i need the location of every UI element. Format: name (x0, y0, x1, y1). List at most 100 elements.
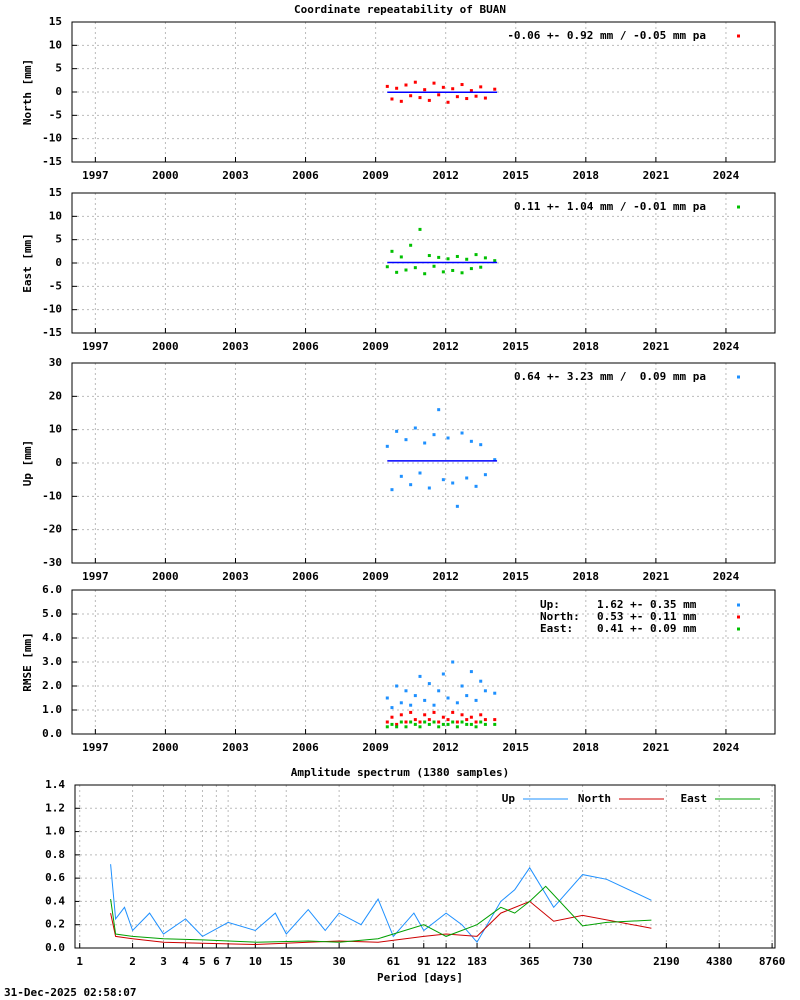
x-tick-label: 7 (225, 955, 232, 968)
x-tick-label: 2012 (432, 741, 459, 754)
legend-label: Up: (540, 598, 560, 611)
x-tick-label: 2006 (292, 340, 319, 353)
legend-label: East (681, 792, 708, 805)
y-axis-label: Up [mm] (21, 440, 34, 486)
data-point (446, 722, 450, 726)
data-point (451, 660, 455, 664)
data-point (437, 689, 441, 693)
x-tick-label: 2012 (432, 570, 459, 583)
data-point (423, 713, 427, 717)
y-tick-label: 1.0 (42, 703, 62, 716)
x-tick-label: 122 (436, 955, 456, 968)
legend-swatch (737, 615, 740, 619)
data-point (493, 259, 497, 263)
x-tick-label: 2003 (222, 340, 249, 353)
data-point (483, 718, 487, 722)
data-point (446, 718, 450, 722)
legend-stat: 0.41 +- 0.09 mm (597, 622, 697, 635)
data-point (479, 720, 483, 724)
chart-title: Amplitude spectrum (1380 samples) (291, 766, 510, 779)
y-tick-label: -10 (42, 132, 62, 145)
data-point (493, 691, 497, 695)
x-tick-label: 2006 (292, 570, 319, 583)
y-tick-label: 0.2 (45, 918, 65, 931)
chart-title: Coordinate repeatability of BUAN (294, 3, 506, 16)
data-point (385, 84, 389, 88)
x-tick-label: 30 (333, 955, 346, 968)
data-point (399, 474, 403, 478)
y-tick-label: 1.2 (45, 801, 65, 814)
data-point (399, 713, 403, 717)
data-point (418, 96, 422, 100)
legend-swatch (737, 603, 740, 607)
data-point (404, 438, 408, 442)
data-point (423, 441, 427, 445)
data-point (460, 713, 464, 717)
data-point (409, 483, 413, 487)
x-tick-label: 3 (160, 955, 167, 968)
y-tick-label: 1.4 (45, 778, 65, 791)
data-point (469, 722, 473, 726)
x-tick-label: 2006 (292, 741, 319, 754)
spectrum-line (110, 885, 652, 943)
data-point (395, 429, 399, 433)
data-point (460, 684, 464, 688)
x-tick-label: 2190 (653, 955, 680, 968)
x-tick-label: 1 (76, 955, 83, 968)
y-tick-label: 6.0 (42, 583, 62, 596)
x-tick-label: 365 (520, 955, 540, 968)
y-tick-label: 0.4 (45, 894, 65, 907)
data-point (479, 85, 483, 89)
data-point (441, 478, 445, 482)
x-tick-label: 2021 (643, 169, 670, 182)
y-tick-label: 5.0 (42, 607, 62, 620)
data-point (423, 720, 427, 724)
plot-frame (71, 589, 776, 735)
x-tick-label: 1997 (82, 741, 109, 754)
x-tick-label: 1997 (82, 340, 109, 353)
legend-swatch (737, 375, 740, 379)
data-point (437, 725, 441, 729)
data-point (479, 265, 483, 269)
x-tick-label: 2000 (152, 570, 179, 583)
x-tick-label: 2012 (432, 340, 459, 353)
data-point (474, 698, 478, 702)
legend-label: North (578, 792, 611, 805)
y-tick-label: -5 (49, 279, 62, 292)
data-point (409, 94, 413, 98)
data-point (451, 87, 455, 91)
legend-stat: 1.62 +- 0.35 mm (597, 598, 697, 611)
y-tick-label: 5 (55, 233, 62, 246)
data-point (493, 87, 497, 91)
x-tick-label: 2015 (503, 340, 530, 353)
x-tick-label: 2012 (432, 169, 459, 182)
data-point (399, 720, 403, 724)
legend-swatch (737, 205, 740, 209)
data-point (465, 97, 469, 101)
y-tick-label: -15 (42, 155, 62, 168)
x-tick-label: 2024 (713, 741, 740, 754)
data-point (432, 720, 436, 724)
data-point (413, 722, 417, 726)
data-point (390, 706, 394, 710)
y-tick-label: 10 (49, 209, 62, 222)
x-tick-label: 2021 (643, 340, 670, 353)
data-point (413, 718, 417, 722)
x-tick-label: 1997 (82, 570, 109, 583)
data-point (465, 476, 469, 480)
data-point (465, 257, 469, 261)
data-point (455, 720, 459, 724)
y-tick-label: 0.8 (45, 848, 65, 861)
x-tick-label: 2003 (222, 741, 249, 754)
x-tick-label: 2009 (362, 741, 389, 754)
x-tick-label: 183 (467, 955, 487, 968)
y-tick-label: 15 (49, 15, 62, 28)
x-tick-label: 2 (129, 955, 136, 968)
plot-frame (71, 21, 776, 163)
data-point (469, 439, 473, 443)
x-tick-label: 2018 (573, 169, 600, 182)
x-tick-label: 730 (573, 955, 593, 968)
x-tick-label: 2000 (152, 340, 179, 353)
data-point (465, 694, 469, 698)
